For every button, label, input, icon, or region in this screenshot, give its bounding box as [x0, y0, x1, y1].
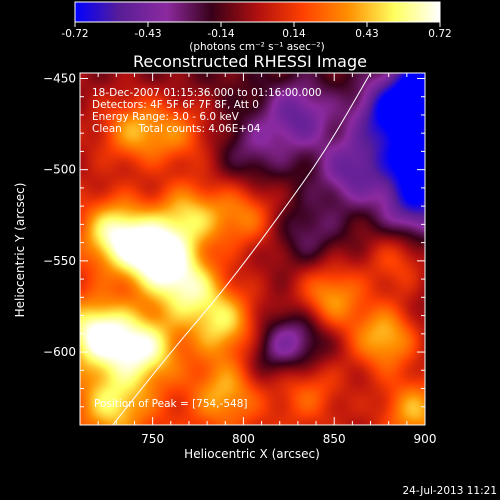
colorbar-tick-label: 0.43	[355, 28, 378, 40]
y-tick-label: −550	[43, 254, 76, 268]
y-tick-label: −500	[43, 163, 76, 177]
axis-ticks: 750 800 850 900 −450 −500 −550 −600	[43, 71, 436, 446]
chart-title: Reconstructed RHESSI Image	[133, 52, 367, 71]
colorbar-tick-label: -0.14	[207, 28, 234, 40]
annotation-peak-position: Position of Peak = [754,-548]	[94, 398, 248, 410]
plot-area: 750 800 850 900 −450 −500 −550 −600 18-Dec-2007…	[43, 71, 436, 446]
colorbar-tick-label: -0.72	[61, 28, 88, 40]
solar-limb-curve	[112, 73, 371, 425]
y-tick-label: −600	[43, 345, 76, 359]
colorbar-tick-label: 0.14	[282, 28, 306, 40]
timestamp: 24-Jul-2013 11:21	[402, 485, 497, 497]
x-tick-label: 850	[323, 432, 346, 446]
y-tick-label: −450	[43, 71, 76, 85]
annotation-energy-range: Energy Range: 3.0 - 6.0 keV	[92, 111, 240, 123]
annotation-time-range: 18-Dec-2007 01:15:36.000 to 01:16:00.000	[92, 87, 322, 99]
x-tick-label: 800	[232, 432, 255, 446]
colorbar-gradient	[74, 1, 441, 23]
colorbar-tick-label: -0.43	[134, 28, 161, 40]
heatmap-image	[80, 73, 425, 425]
plot-frame	[79, 72, 426, 426]
x-tick-label: 900	[414, 432, 437, 446]
annotation-detectors: Detectors: 4F 5F 6F 7F 8F, Att 0	[92, 99, 259, 111]
colorbar-unit-label: (photons cm⁻² s⁻¹ asec⁻²)	[189, 41, 324, 53]
x-tick-label: 750	[141, 432, 164, 446]
x-axis-label: Heliocentric X (arcsec)	[184, 447, 320, 461]
annotation-clean-counts: Clean Total counts: 4.06E+04	[92, 123, 261, 135]
y-axis-label: Heliocentric Y (arcsec)	[13, 183, 27, 318]
colorbar: -0.72 -0.43 -0.14 0.14 0.43 0.72 (photons cm⁻…	[61, 1, 452, 53]
colorbar-ticks: -0.72 -0.43 -0.14 0.14 0.43 0.72	[61, 22, 452, 40]
colorbar-tick-label: 0.72	[428, 28, 451, 40]
